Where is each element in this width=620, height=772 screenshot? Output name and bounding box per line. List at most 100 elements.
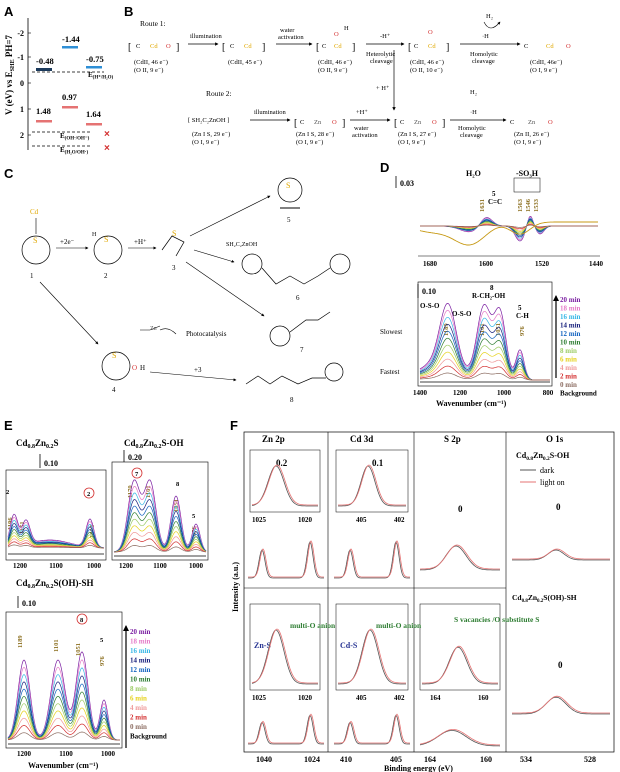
svg-text:C: C xyxy=(524,43,528,50)
scale-bar-label: 0.10 xyxy=(422,287,436,296)
legend-item: 12 min xyxy=(130,666,151,674)
r1-species-2: [C Cd] (CdII, 45 e⁻) xyxy=(222,42,265,66)
f-xtick: 160 xyxy=(480,755,492,764)
f-xtick: 1025 xyxy=(252,694,267,702)
spectrum-line xyxy=(248,713,324,744)
e-peak: 5 xyxy=(192,513,196,520)
svg-text:C: C xyxy=(400,119,404,126)
a-tick: -2 xyxy=(17,29,24,38)
svg-text:Cd: Cd xyxy=(150,43,158,50)
species-label: SH₂C₂ZnOH xyxy=(226,242,258,248)
step-charge: + H⁺ xyxy=(376,85,390,92)
svg-text:(CdII, 45 e⁻): (CdII, 45 e⁻) xyxy=(228,59,262,66)
legend-item: 20 min xyxy=(560,296,581,304)
a-tick: 2 xyxy=(20,131,24,140)
spectrum-line xyxy=(7,519,105,549)
svg-text:]: ] xyxy=(446,42,449,53)
peak-value: 1533 xyxy=(533,198,540,212)
fastest-label: Fastest xyxy=(380,368,400,376)
label-zns: Zn-S xyxy=(254,641,271,650)
peak-label-8: 8 xyxy=(490,284,494,292)
peak-label-cc: C=C xyxy=(488,198,502,206)
spectrum-line xyxy=(420,544,500,570)
e-scale-1: 0.10 xyxy=(44,459,58,468)
svg-text:6: 6 xyxy=(296,294,300,302)
legend-item: 8 min xyxy=(130,685,147,693)
ref-h-level: E(H⁺/H₂O) xyxy=(88,71,114,81)
step-label: Homolytic xyxy=(470,51,498,58)
spectrum-line xyxy=(7,699,120,741)
vb-level-1 xyxy=(36,120,52,123)
svg-text:H: H xyxy=(140,364,145,372)
ref-h2o-level: E(H₂O/OH·) xyxy=(60,146,88,156)
svg-text:5: 5 xyxy=(287,216,291,224)
e-title-2: Cd0.8Zn0.2S-OH xyxy=(124,438,184,450)
spectrum-line xyxy=(419,729,500,746)
spectrum-line xyxy=(114,545,207,553)
h2-product: H₂ xyxy=(470,89,477,96)
spectrum-line xyxy=(512,549,610,561)
f-xtick: 405 xyxy=(390,755,402,764)
spectrum-line xyxy=(7,522,105,549)
f-shift: 0 xyxy=(556,502,561,512)
peak-value: 1101 xyxy=(479,323,486,336)
svg-text:]: ] xyxy=(262,42,265,53)
cb-level-1 xyxy=(36,68,52,71)
peak-label-ch: C-H xyxy=(516,312,529,320)
svg-text:[: [ xyxy=(408,42,411,53)
spectrum-line xyxy=(7,659,120,741)
spectrum-line xyxy=(7,532,105,549)
legend-item: Background xyxy=(560,390,597,398)
legend-item: 6 min xyxy=(560,356,577,364)
e-peak: 1189 xyxy=(17,635,24,648)
f-col: Cd 3d xyxy=(350,434,373,444)
legend-item: 18 min xyxy=(130,638,151,646)
step-charge: ·H xyxy=(470,109,477,116)
svg-text:O: O xyxy=(432,119,437,126)
label-multi-o-2: multi-O anion xyxy=(376,621,422,630)
a-val: 1.48 xyxy=(36,106,51,116)
e3-spectra xyxy=(7,651,120,745)
spectrum-line xyxy=(420,223,598,231)
spectrum-line xyxy=(7,731,120,741)
f-spectra xyxy=(248,464,610,747)
panel-a-letter: A xyxy=(4,4,14,19)
panel-c: C Cd S 1 +2e⁻ S H 2 +H⁺ S 3 S xyxy=(4,166,351,404)
legend-item: Background xyxy=(130,733,167,741)
peak-label-so3h: -SO₃H xyxy=(516,169,539,178)
d-xtick: 1600 xyxy=(479,260,494,268)
label-multi-o: multi-O anion xyxy=(290,621,336,630)
slowest-label: Slowest xyxy=(380,328,402,336)
spectrum-line xyxy=(419,545,500,571)
svg-text:[: [ xyxy=(316,42,319,53)
spectrum-line xyxy=(419,730,501,747)
legend-item: 2 min xyxy=(130,714,147,722)
svg-text:(CdII, 46 e⁻): (CdII, 46 e⁻) xyxy=(134,59,168,66)
panel-a: A V (eV) vs ESHE PH=7 -2 -1 0 1 2 -0.48 … xyxy=(4,4,114,156)
spectrum-line xyxy=(419,221,598,246)
svg-text:]: ] xyxy=(176,42,179,53)
e-peak: 1101 xyxy=(145,485,152,498)
e-peak: 1051 xyxy=(173,499,180,512)
route2-label: Route 2: xyxy=(206,89,232,98)
svg-text:Zn: Zn xyxy=(150,326,157,332)
legend-dark: dark xyxy=(540,466,554,475)
d-xtick: 1440 xyxy=(589,260,604,268)
step-label: +2e⁻ xyxy=(60,238,75,246)
peak-value: 976 xyxy=(519,326,526,337)
molecule-6: 6 xyxy=(241,253,351,302)
d-bottom-spectra xyxy=(419,303,550,383)
f-xtick: 1040 xyxy=(256,755,272,764)
peak-value: 1051 xyxy=(495,323,502,336)
spectrum-line xyxy=(512,695,610,714)
label-cds: Cd-S xyxy=(340,641,358,650)
svg-text:O: O xyxy=(166,43,171,50)
legend-item: 0 min xyxy=(560,381,577,389)
photocatalysis-label: Photocatalysis xyxy=(186,330,227,338)
step-label: water xyxy=(354,125,369,132)
svg-text:]: ] xyxy=(352,42,355,53)
e-peak: 5 xyxy=(100,637,104,644)
step-label: water xyxy=(280,27,295,34)
